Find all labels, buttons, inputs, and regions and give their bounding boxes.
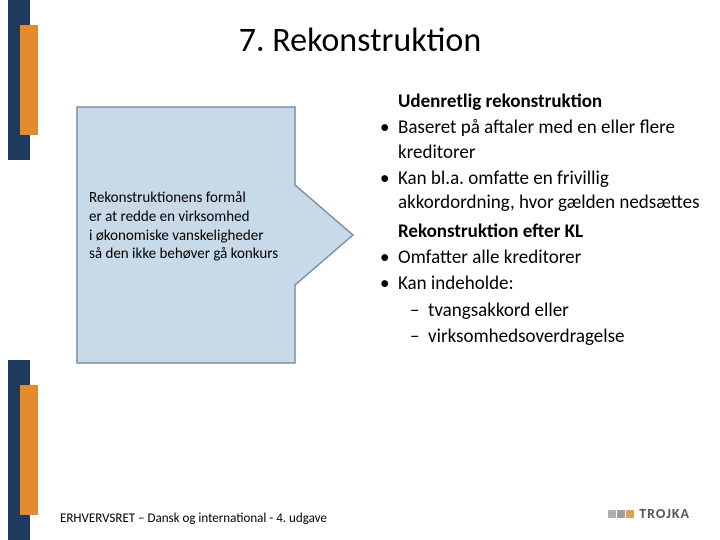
- left-decorative-bars: [0, 0, 40, 540]
- footer-text: ERHVERVSRET – Dansk og international - 4…: [60, 511, 327, 526]
- bar-orange-bottom: [20, 385, 38, 515]
- bullet-list-1: Baseret på aftaler med en eller flere kr…: [368, 116, 708, 215]
- arrow-callout: Rekonstruktionens formål er at redde en …: [75, 105, 355, 365]
- bullet-item: Baseret på aftaler med en eller flere kr…: [380, 116, 708, 165]
- bullet-item: Kan indeholde:: [380, 272, 708, 296]
- publisher-logo: TROJKA: [608, 505, 690, 522]
- arrow-line-1: Rekonstruktionens formål: [89, 189, 309, 208]
- logo-sq-2: [617, 510, 625, 518]
- logo-text: TROJKA: [639, 505, 690, 522]
- arrow-line-4: så den ikke behøver gå konkurs: [89, 245, 309, 264]
- arrow-line-3: i økonomiske vanskeligheder: [89, 227, 309, 246]
- bullet-list-2: Omfatter alle kreditorer Kan indeholde:: [368, 246, 708, 297]
- slide-title: 7. Rekonstruktion: [0, 20, 720, 61]
- arrow-line-2: er at redde en virksomhed: [89, 208, 309, 227]
- bullet-item: Omfatter alle kreditorer: [380, 246, 708, 270]
- logo-sq-1: [608, 510, 616, 518]
- logo-squares-icon: [608, 510, 634, 518]
- content-block: Udenretlig rekonstruktion Baseret på aft…: [368, 90, 708, 351]
- dash-list: tvangsakkord eller virksomhedsoverdragel…: [410, 299, 708, 350]
- arrow-text-block: Rekonstruktionens formål er at redde en …: [89, 189, 309, 264]
- subheading-2: Rekonstruktion efter KL: [368, 220, 708, 244]
- dash-item: tvangsakkord eller: [410, 299, 708, 323]
- bullet-item: Kan bl.a. omfatte en frivillig akkordord…: [380, 167, 708, 216]
- dash-item: virksomhedsoverdragelse: [410, 325, 708, 349]
- subheading-1: Udenretlig rekonstruktion: [368, 90, 708, 114]
- logo-sq-3: [626, 510, 634, 518]
